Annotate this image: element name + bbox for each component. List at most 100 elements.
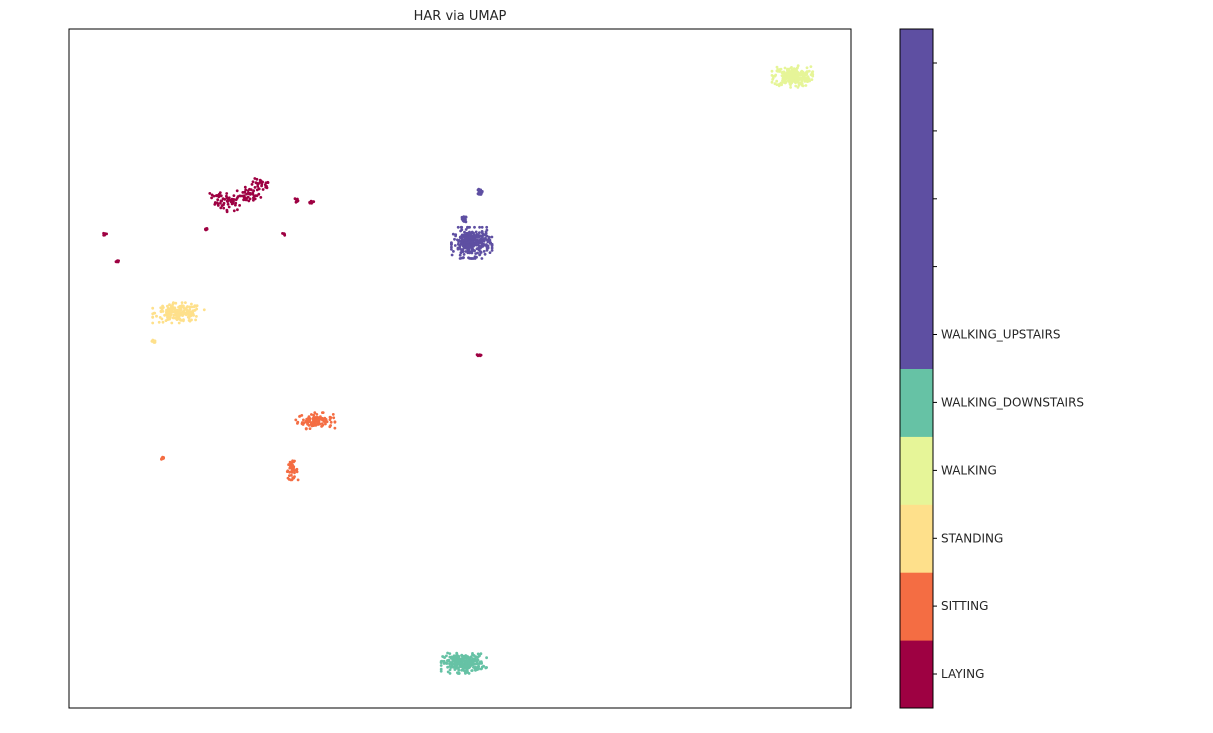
- colorbar-tick-label: STANDING: [941, 531, 1003, 545]
- scatter-point: [803, 79, 807, 83]
- scatter-point: [296, 420, 300, 424]
- scatter-point: [788, 73, 791, 77]
- scatter-point: [161, 310, 165, 313]
- scatter-point: [164, 319, 168, 322]
- scatter-point: [479, 250, 482, 254]
- scatter-point: [478, 231, 481, 235]
- scatter-point: [151, 339, 155, 343]
- scatter-point: [790, 81, 793, 85]
- scatter-point: [464, 228, 468, 231]
- scatter-point: [216, 204, 220, 207]
- scatter-point: [459, 661, 462, 665]
- scatter-point: [482, 250, 486, 253]
- scatter-point: [316, 423, 320, 426]
- scatter-point: [456, 247, 460, 251]
- scatter-point: [471, 660, 475, 663]
- scatter-point: [202, 308, 206, 312]
- scatter-point: [250, 183, 254, 186]
- scatter-point: [473, 238, 477, 241]
- scatter-point: [290, 462, 293, 465]
- scatter-point: [800, 84, 804, 87]
- scatter-point: [219, 199, 223, 203]
- scatter-point: [473, 255, 477, 258]
- scatter-point: [204, 227, 208, 231]
- scatter-point: [305, 417, 309, 421]
- scatter-point: [331, 413, 335, 416]
- scatter-point: [170, 313, 173, 316]
- scatter-point: [472, 234, 475, 238]
- scatter-point: [439, 664, 443, 667]
- scatter-point: [321, 411, 325, 414]
- scatter-point: [450, 242, 453, 246]
- scatter-point: [478, 245, 481, 248]
- plot-frame: [68, 28, 852, 709]
- scatter-point: [333, 426, 337, 430]
- scatter-point: [167, 308, 171, 312]
- scatter-point: [479, 192, 482, 196]
- scatter-point: [219, 206, 223, 210]
- scatter-point: [192, 314, 196, 317]
- scatter-point: [448, 662, 452, 666]
- scatter-point: [467, 246, 471, 250]
- scatter-point: [448, 665, 452, 668]
- scatter-point: [332, 416, 336, 420]
- scatter-point: [803, 77, 806, 80]
- scatter-point: [231, 202, 235, 205]
- scatter-point: [168, 310, 172, 314]
- scatter-point: [459, 229, 462, 233]
- scatter-point: [184, 301, 187, 304]
- series-1: [160, 411, 337, 482]
- scatter-point: [457, 669, 461, 672]
- scatter-point: [477, 664, 481, 668]
- scatter-point: [265, 186, 269, 190]
- scatter-point: [452, 250, 455, 253]
- series-5: [450, 187, 494, 260]
- scatter-point: [225, 196, 229, 200]
- scatter-point: [476, 658, 480, 662]
- scatter-point: [470, 246, 474, 249]
- scatter-point: [177, 314, 181, 318]
- scatter-point: [244, 188, 248, 192]
- scatter-point: [227, 205, 231, 209]
- scatter-point: [316, 420, 319, 424]
- scatter-point: [466, 667, 469, 671]
- scatter-point: [475, 243, 479, 247]
- scatter-point: [490, 249, 494, 252]
- scatter-point: [811, 73, 815, 76]
- scatter-point: [780, 74, 784, 77]
- scatter-point: [801, 71, 805, 75]
- scatter-point: [236, 208, 239, 212]
- scatter-point: [102, 231, 105, 235]
- scatter-point: [460, 250, 464, 253]
- scatter-point: [216, 198, 220, 202]
- scatter-point: [466, 225, 469, 229]
- scatter-point: [775, 79, 779, 83]
- scatter-point: [462, 238, 465, 242]
- colorbar-tick-label: WALKING_UPSTAIRS: [941, 328, 1061, 342]
- scatter-point: [448, 672, 452, 675]
- scatter-point: [489, 241, 492, 245]
- scatter-point: [795, 70, 798, 73]
- scatter-point: [261, 188, 265, 191]
- colorbar-frame: [899, 28, 934, 709]
- scatter-point: [458, 253, 462, 257]
- scatter-point: [304, 427, 308, 431]
- scatter-point: [114, 260, 118, 264]
- scatter-point: [794, 67, 798, 71]
- scatter-point: [187, 316, 191, 320]
- scatter-point: [288, 464, 292, 468]
- scatter-point: [314, 416, 318, 419]
- scatter-point: [225, 192, 229, 195]
- scatter-point: [180, 301, 184, 304]
- scatter-point: [181, 313, 185, 317]
- scatter-point: [192, 305, 196, 309]
- scatter-point: [472, 657, 475, 661]
- scatter-point: [312, 200, 315, 204]
- scatter-point: [151, 306, 155, 310]
- scatter-point: [483, 252, 487, 256]
- scatter-point: [290, 471, 294, 474]
- scatter-point: [771, 78, 774, 81]
- scatter-point: [486, 246, 490, 250]
- scatter-point: [188, 308, 192, 311]
- scatter-point: [161, 320, 165, 324]
